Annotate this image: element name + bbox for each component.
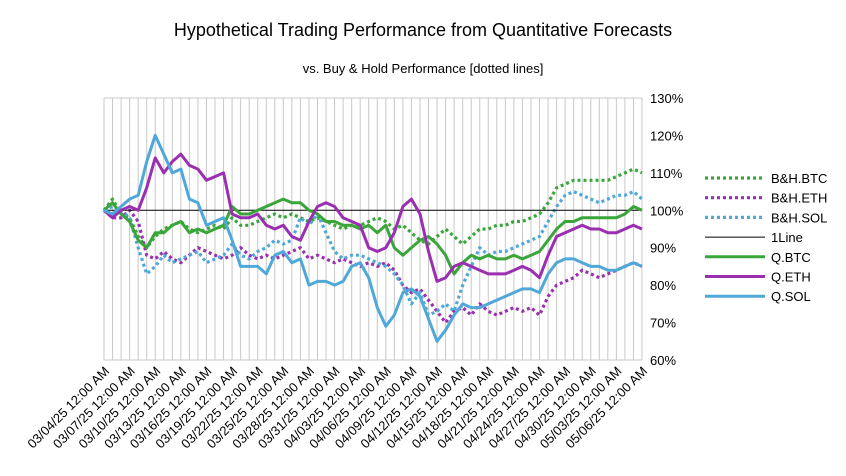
series-line-b-h-eth <box>102 208 643 325</box>
y-tick-label: 110% <box>650 166 683 181</box>
y-tick-label: 100% <box>650 203 684 218</box>
legend-label: Q.BTC <box>771 250 811 265</box>
legend-label: 1Line <box>771 230 803 245</box>
series-lines <box>102 133 644 343</box>
y-tick-label: 80% <box>650 278 676 293</box>
legend-label: B&H.BTC <box>771 171 827 186</box>
chart-subtitle: vs. Buy & Hold Performance [dotted lines… <box>303 61 544 76</box>
y-tick-label: 70% <box>650 316 676 331</box>
series-line-b-h-btc <box>102 167 643 250</box>
series-line-q-btc <box>103 197 643 276</box>
legend-label: Q.SOL <box>771 289 811 304</box>
y-tick-label: 90% <box>650 241 676 256</box>
y-axis-ticks: 60% 70% 80% 90% 100% 110% 120% 130% <box>650 91 684 368</box>
legend-label: B&H.SOL <box>771 210 827 225</box>
y-tick-label: 60% <box>650 353 676 368</box>
y-tick-label: 120% <box>650 128 684 143</box>
legend-label: B&H.ETH <box>771 191 827 206</box>
series-line-q-sol <box>103 133 643 343</box>
legend-label: Q.ETH <box>771 270 811 285</box>
series-line-b-h-sol <box>103 190 644 317</box>
y-tick-label: 130% <box>650 91 684 106</box>
series-line-q-eth <box>103 152 643 283</box>
chart-title: Hypothetical Trading Performance from Qu… <box>174 20 672 40</box>
legend: B&H.BTC B&H.ETH B&H.SOL 1Line Q.BTC Q.ETH Q.SO… <box>705 171 827 304</box>
